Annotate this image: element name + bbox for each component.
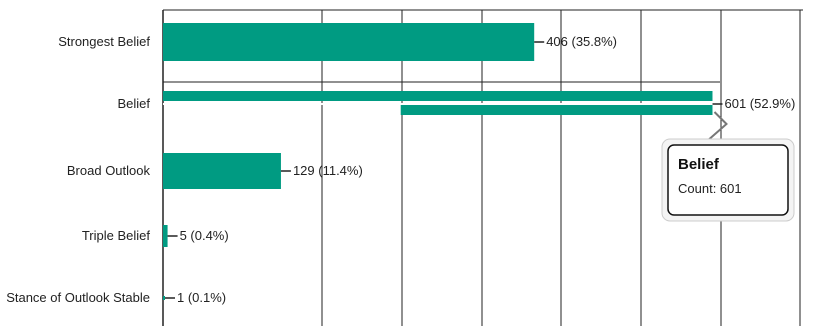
value-label: 5 (0.4%)	[180, 228, 229, 243]
tooltip-box	[667, 144, 789, 216]
value-label: 1 (0.1%)	[177, 290, 226, 305]
category-label: Belief	[117, 96, 150, 111]
bar-highlight	[400, 105, 713, 115]
tooltip-body: Count: 601	[678, 181, 742, 196]
category-label: Broad Outlook	[67, 163, 151, 178]
bar-divider	[163, 103, 713, 105]
bar	[163, 296, 165, 300]
value-label: 601 (52.9%)	[724, 96, 795, 111]
value-label: 129 (11.4%)	[293, 163, 363, 178]
bar	[163, 153, 281, 189]
category-label: Strongest Belief	[58, 34, 150, 49]
bar	[163, 91, 713, 101]
category-label: Triple Belief	[82, 228, 151, 243]
bar	[163, 225, 168, 247]
value-label: 406 (35.8%)	[546, 34, 617, 49]
category-label: Stance of Outlook Stable	[6, 290, 150, 305]
bar	[163, 23, 535, 61]
tooltip-title: Belief	[678, 156, 720, 173]
